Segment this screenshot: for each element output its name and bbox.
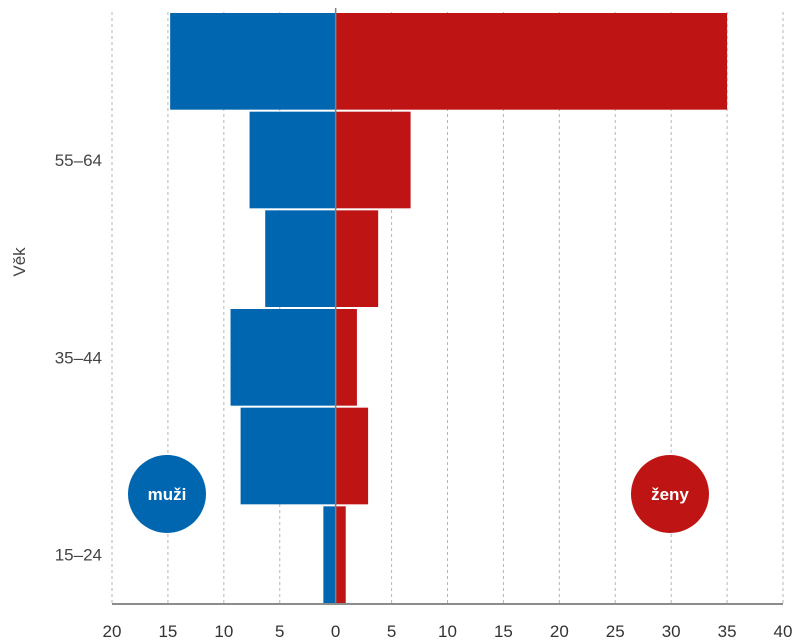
legend-muzi-badge: muži [128,455,206,533]
axes [112,8,783,605]
bar-zeny [335,13,728,110]
x-tick-label: 40 [774,622,793,641]
bar-muzi [170,13,336,110]
bar-zeny [335,111,411,209]
x-tick-label: 10 [438,622,457,641]
x-tick-label: 5 [387,622,396,641]
y-category-label: 55–64 [55,151,102,170]
bar-muzi [265,210,336,307]
bar-zeny [335,309,357,406]
bar-muzi [323,506,336,603]
y-category-label: 15–24 [55,546,102,565]
bars [170,13,728,603]
y-category-labels: 15–24 35–44 55–64 [55,151,102,565]
y-axis-title: Věk [10,247,29,277]
bar-zeny [335,210,379,307]
bar-zeny [335,506,346,603]
bar-zeny [335,407,369,505]
x-tick-label: 20 [550,622,569,641]
x-tick-label: 35 [718,622,737,641]
bar-muzi [249,111,336,209]
x-tick-label: 5 [275,622,284,641]
bar-muzi [230,309,336,406]
legend-muzi-circle [128,455,206,533]
x-tick-label: 30 [662,622,681,641]
x-tick-label: 20 [103,622,122,641]
legend-zeny-circle [631,455,709,533]
x-tick-label: 15 [494,622,513,641]
legend-zeny-badge: ženy [631,455,709,533]
legend-muzi-label: muži [148,485,187,504]
bar-muzi [240,407,336,505]
x-tick-label: 25 [606,622,625,641]
x-tick-label: 10 [214,622,233,641]
x-tick-labels: 20 15 10 5 0 5 10 15 20 25 30 35 40 [103,622,793,641]
legend-zeny-label: ženy [651,485,689,504]
y-category-label: 35–44 [55,348,102,367]
x-tick-label: 0 [331,622,340,641]
x-tick-label: 15 [158,622,177,641]
